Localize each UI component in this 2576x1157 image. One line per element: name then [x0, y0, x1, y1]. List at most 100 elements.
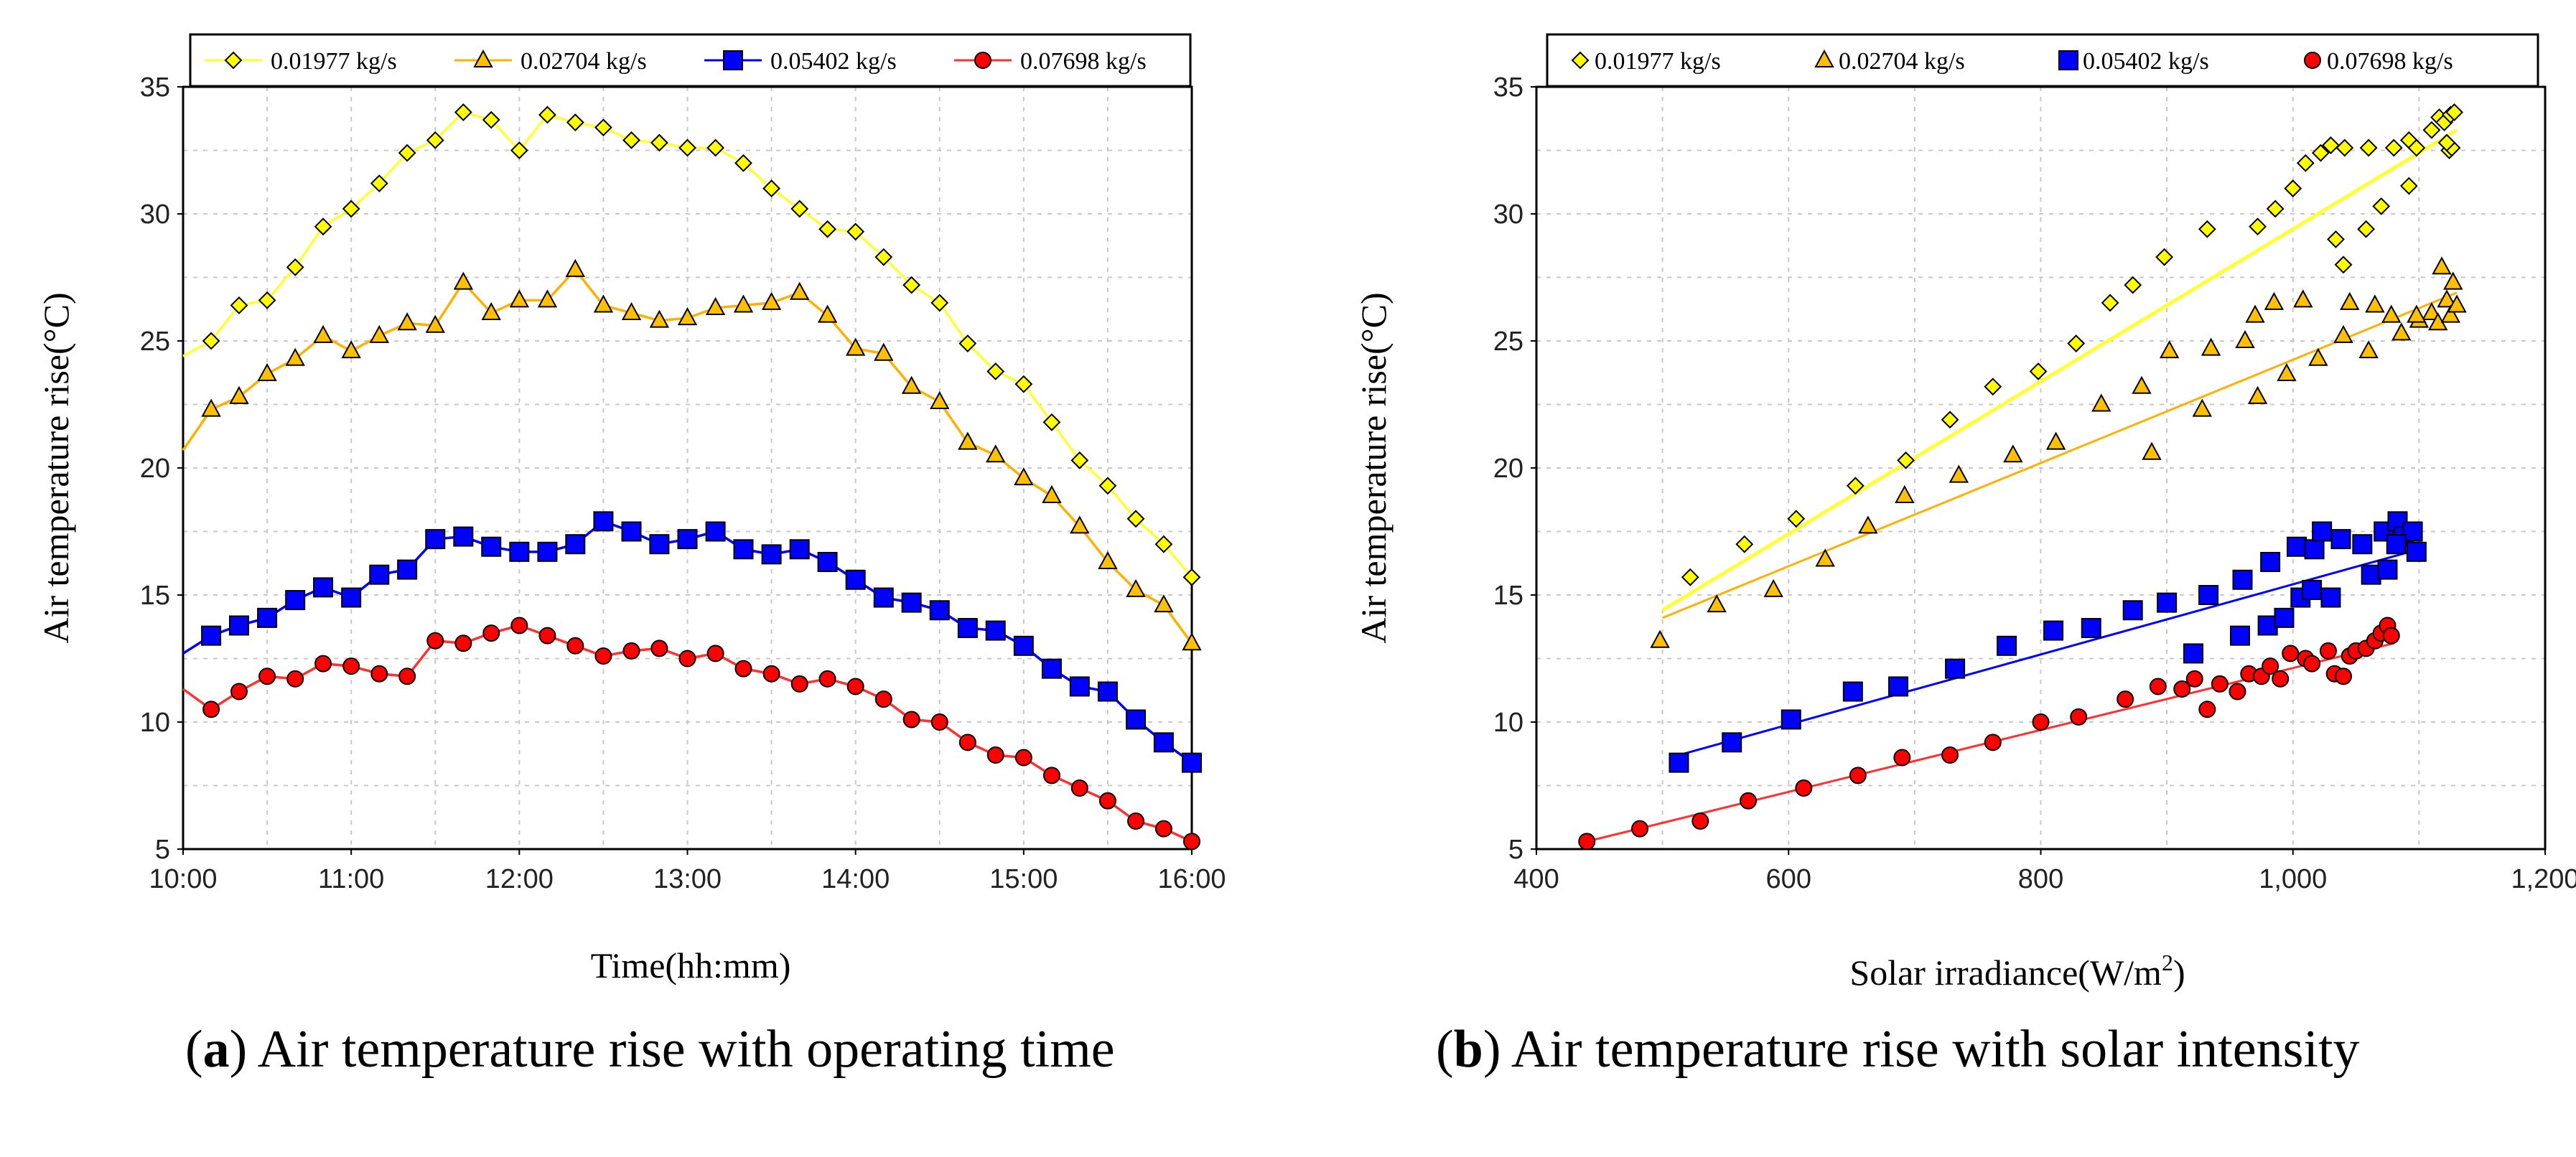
chart-a-x-axis-title: Time(hh:mm) [591, 945, 791, 985]
b-x-tick-label: 400 [1513, 864, 1559, 894]
chart-a-data-point [257, 607, 278, 628]
chart-b-data-point [1795, 779, 1813, 797]
a-legend-marker [473, 49, 493, 67]
chart-a-data-point [398, 668, 416, 685]
chart-a-data-point [761, 544, 782, 565]
chart-b-data-point [2173, 680, 2191, 698]
chart-a-data-point [286, 258, 304, 276]
chart-b-data-point [2440, 304, 2460, 323]
chart-a-data-point [566, 637, 584, 655]
chart-a-data-point [481, 536, 502, 557]
chart-b-data-point [1815, 548, 1835, 567]
chart-b-data-point [2091, 393, 2111, 412]
chart-a-data-point [1126, 709, 1147, 730]
chart-a-data-point [789, 539, 810, 560]
a-legend-label: 0.01977 kg/s [271, 48, 397, 75]
chart-b-data-point [2437, 289, 2457, 308]
chart-a-data-point [369, 564, 390, 585]
chart-b-data-point [2407, 139, 2426, 157]
chart-a-legend: 0.01977 kg/s 0.02704 kg/s 0.05402 kg/s 0.07… [189, 33, 1192, 88]
chart-b-data-point [1691, 812, 1709, 830]
caption-b-text: Air temperature rise with solar intensit… [1501, 1020, 2360, 1079]
chart-a-series [182, 103, 1202, 851]
chart-b-data-point [2358, 340, 2379, 359]
chart-b-x-axis-title-sup: 2 [2162, 950, 2173, 975]
b-x-tick-label: 600 [1766, 864, 1811, 894]
chart-b-data-point [2157, 592, 2178, 613]
chart-a-grid [182, 86, 1193, 850]
b-y-tick-label: 20 [1493, 454, 1523, 484]
chart-a-data-point [705, 296, 726, 315]
chart-b-data-point [2330, 529, 2351, 550]
a-legend-label: 0.07698 kg/s [1020, 48, 1147, 75]
chart-b-data-point [2155, 248, 2174, 266]
chart-b-data-point [2235, 329, 2255, 348]
chart-a-series-line [182, 268, 1193, 645]
chart-b-data-point [1941, 746, 1959, 764]
chart-b-data-point [1787, 510, 1806, 528]
chart-a-data-point [817, 551, 838, 572]
chart-a-data-point [565, 258, 585, 277]
a-legend-marker [723, 50, 743, 70]
chart-a-data-point [258, 668, 276, 685]
chart-a-data-point [230, 296, 248, 314]
a-y-tick-label: 15 [140, 581, 170, 611]
chart-a-data-point [341, 587, 362, 608]
chart-b-data-point [2327, 230, 2345, 248]
chart-b-data-point [2032, 713, 2050, 731]
chart-a-data-point [902, 276, 921, 294]
chart-b: 5 10 15 20 25 30 35 400 600 800 1,000 1,200 Air te… [1353, 33, 2576, 993]
b-y-tick-label: 5 [1508, 835, 1523, 865]
chart-a-data-point [1014, 375, 1033, 393]
chart-b-data-point [2185, 670, 2203, 688]
chart-b-data-point [2381, 304, 2402, 323]
chart-a-data-point [593, 511, 614, 532]
chart-a-data-point [957, 618, 978, 639]
chart-a-data-point [566, 113, 584, 131]
chart-a-data-point [874, 248, 893, 266]
chart-a-data-point [453, 271, 474, 290]
chart-a-data-point [1182, 752, 1202, 773]
chart-b-data-point [2293, 289, 2313, 308]
chart-a-data-point [594, 647, 612, 665]
chart-b-data-point [1945, 658, 1966, 679]
chart-b-data-point [2372, 197, 2391, 215]
chart-a-data-point [1154, 594, 1174, 613]
chart-b-x-tick-labels: 400 600 800 1,000 1,200 [1513, 849, 2576, 894]
a-x-tick-label: 12:00 [485, 864, 554, 894]
chart-b-data-point [1949, 464, 1969, 483]
chart-a-data-point [621, 521, 642, 542]
chart-a-data-point [370, 174, 388, 192]
chart-b-data-point [1631, 820, 1649, 838]
chart-a-data-point [1097, 681, 1118, 702]
chart-a-data-point [454, 103, 472, 121]
chart-b-data-point [2334, 256, 2353, 274]
chart-b-data-point [2284, 179, 2302, 198]
chart-a-data-point [958, 334, 977, 352]
b-y-tick-label: 15 [1493, 581, 1523, 611]
b-legend-marker [1571, 51, 1590, 70]
a-y-tick-label: 20 [140, 454, 170, 484]
chart-b-data-point [2122, 600, 2143, 621]
chart-b-data-point [1735, 535, 1754, 553]
chart-a-series-line [182, 111, 1193, 578]
chart-b-trendlines [1586, 128, 2458, 843]
chart-b-data-point [2003, 444, 2023, 463]
chart-a-data-point [762, 665, 780, 683]
chart-b-data-point [2266, 200, 2285, 218]
chart-a-data-point [1069, 676, 1090, 697]
chart-a-data-point [902, 711, 920, 729]
chart-a-data-point [958, 734, 976, 751]
a-x-tick-label: 10:00 [149, 864, 217, 894]
chart-b-data-point [2437, 134, 2456, 152]
chart-a-data-point [1070, 515, 1090, 534]
chart-a-data-point [258, 291, 276, 309]
chart-a-data-point [1098, 551, 1118, 569]
caption-a-text: Air temperature rise with operating time [247, 1020, 1115, 1079]
chart-a-data-point [985, 620, 1006, 641]
chart-b-data-point [2159, 340, 2180, 359]
chart-a-data-point [733, 539, 754, 560]
chart-a-legend-box [189, 33, 1192, 88]
chart-a-data-point [482, 624, 500, 642]
